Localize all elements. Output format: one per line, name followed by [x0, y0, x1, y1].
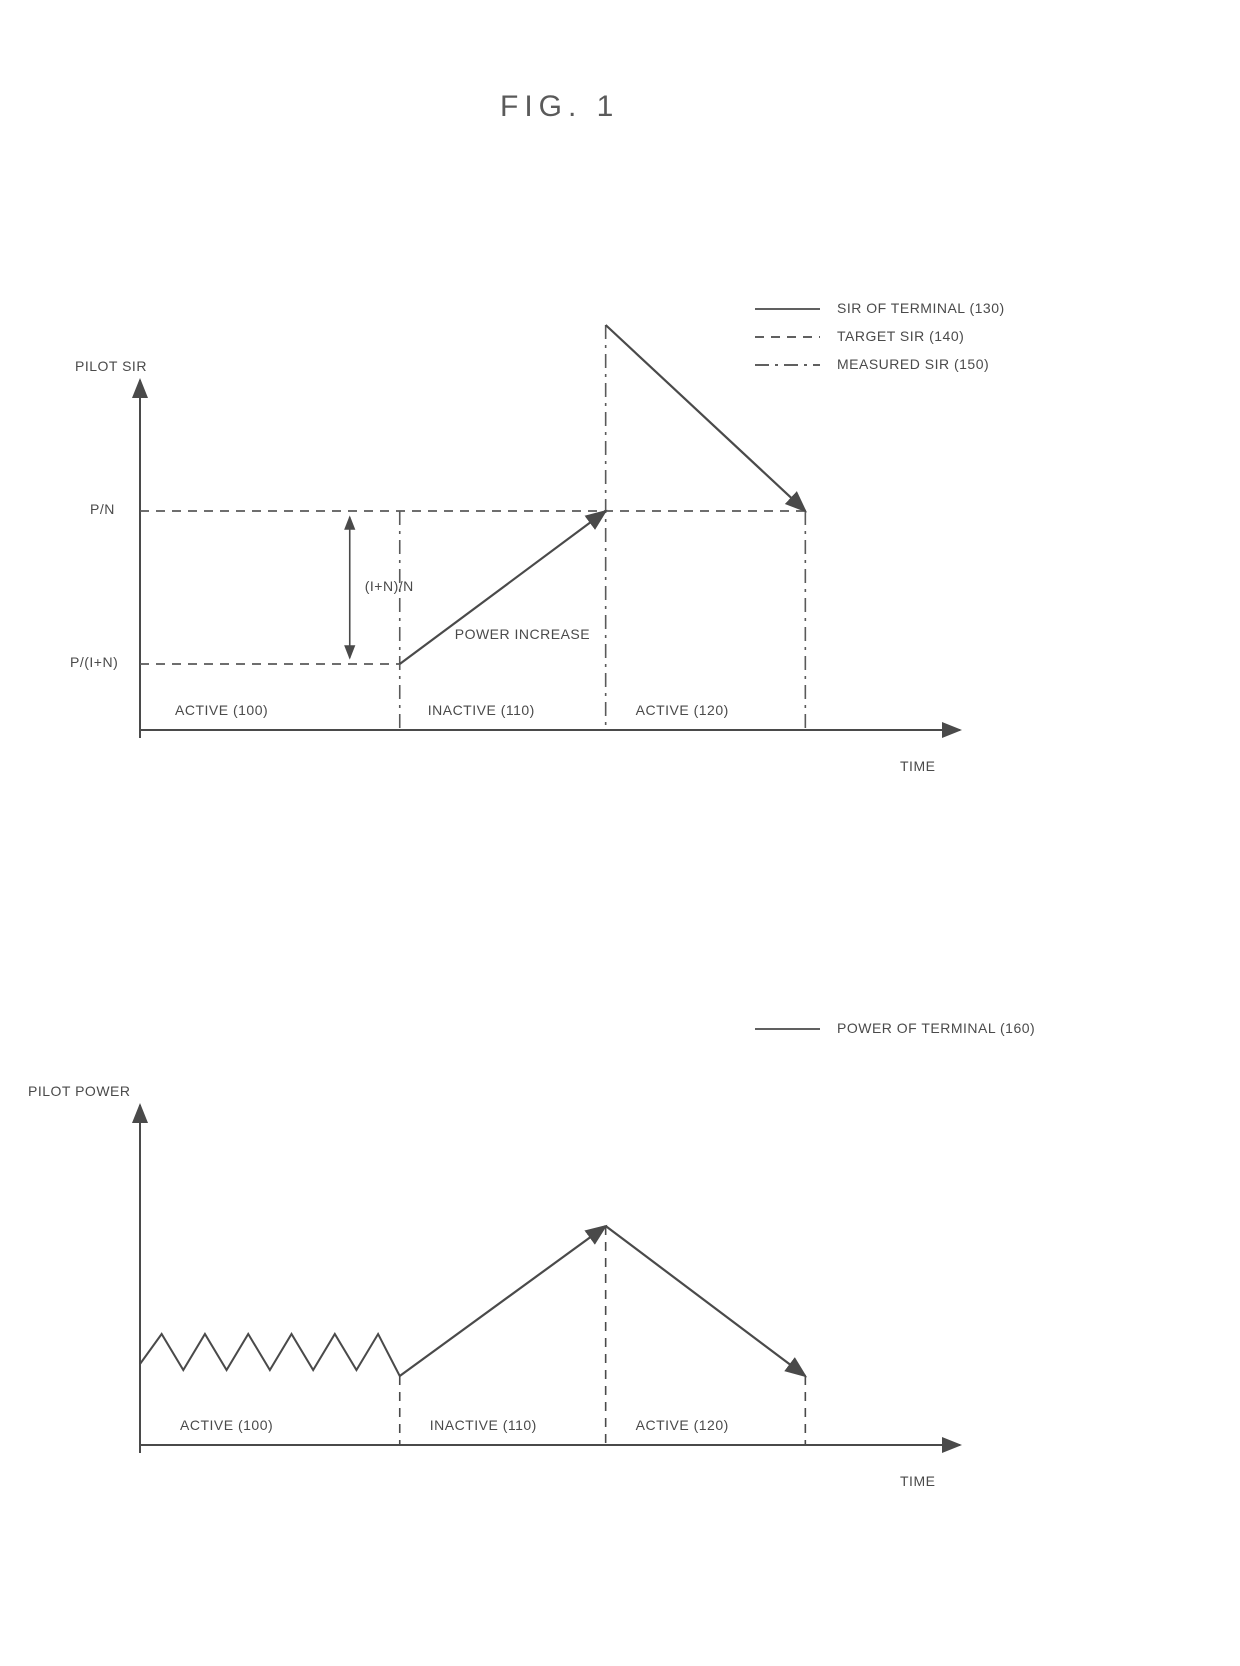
chart2-yaxis-title: PILOT POWER [28, 1083, 130, 1099]
chart2-xaxis-label: TIME [900, 1473, 935, 1489]
chart2-region-inactive-110: INACTIVE (110) [430, 1417, 537, 1433]
chart2-region-active-120: ACTIVE (120) [636, 1417, 729, 1433]
chart2-legend-0: POWER OF TERMINAL (160) [837, 1020, 1035, 1036]
chart2-region-active-100: ACTIVE (100) [180, 1417, 273, 1433]
